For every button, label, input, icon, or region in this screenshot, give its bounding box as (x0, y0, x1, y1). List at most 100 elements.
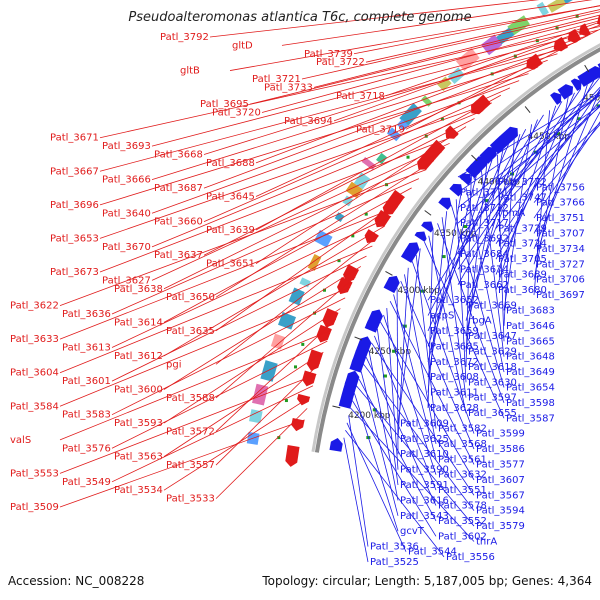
reverse-label-leader (427, 211, 448, 393)
reverse-label-leader (374, 335, 437, 491)
reverse-label-leader (363, 364, 475, 511)
forward-gene-label: Patl_3693 (102, 141, 151, 152)
reverse-gene-label: Patl_3618 (468, 362, 517, 373)
reverse-gene-label: Patl_3525 (370, 557, 419, 568)
reverse-label-leader (389, 301, 475, 465)
reverse-label-leader (497, 154, 505, 342)
reverse-gene-label: Patl_3672 (430, 357, 479, 368)
reverse-gene (557, 84, 574, 100)
reverse-label-leader (386, 308, 399, 470)
reverse-gene-label: Patl_3594 (476, 506, 525, 517)
reverse-gene (414, 231, 427, 242)
forward-label-leader (99, 134, 458, 273)
forward-gene-label: Patl_3534 (114, 485, 163, 496)
reverse-gene-label: Patl_3766 (536, 198, 585, 209)
forward-label-leader (111, 297, 346, 416)
cog-feature (270, 333, 286, 350)
forward-gene (285, 445, 300, 467)
forward-gene-label: Patl_3612 (114, 351, 163, 362)
forward-gene-label: Patl_3613 (62, 343, 111, 354)
reverse-label-leader (356, 385, 475, 527)
forward-gene-label: pgi (166, 359, 181, 370)
reverse-gene-label: Patl_3697 (536, 290, 585, 301)
marker-dot (441, 255, 446, 259)
reverse-gene-label: Patl_3590 (400, 465, 449, 476)
reverse-gene-label: Patl_3578 (438, 501, 487, 512)
forward-label-leader (151, 53, 558, 181)
forward-label-leader (261, 20, 600, 113)
reverse-gene (465, 163, 481, 179)
reverse-label-leader (397, 267, 409, 439)
marker-dot (575, 14, 579, 18)
marker-dot (301, 342, 305, 346)
cog-feature (278, 312, 297, 330)
reverse-gene (383, 275, 400, 294)
reverse-label-leader (495, 105, 557, 291)
forward-label-leader (333, 24, 600, 122)
forward-label-leader (229, 5, 600, 71)
marker-dot (372, 408, 377, 412)
forward-gene-label: Patl_3572 (166, 426, 215, 437)
reverse-label-leader (465, 149, 504, 337)
marker-dot (382, 374, 387, 378)
forward-label-leader (99, 102, 493, 239)
forward-gene-label: Patl_3722 (316, 57, 365, 68)
forward-gene-label: Patl_3670 (102, 242, 151, 253)
forward-gene-label: Patl_3653 (50, 233, 99, 244)
forward-label-leader (111, 255, 367, 382)
reverse-label-leader (457, 92, 600, 224)
forward-label-leader (151, 142, 450, 281)
forward-gene-label: gltB (180, 66, 200, 77)
ruler-tick-label: 4500 kbp (583, 94, 600, 104)
reverse-gene-label: Patl_3648 (506, 352, 555, 363)
reverse-gene-label: Patl_3674 (460, 264, 509, 275)
forward-gene-label: Patl_3637 (154, 250, 203, 261)
backbone-shadow (311, 43, 600, 453)
ruler-tick (584, 64, 590, 73)
forward-gene-label: Patl_3651 (206, 259, 255, 270)
forward-gene-label: Patl_3696 (50, 200, 99, 211)
reverse-gene-label: Patl_3652 (430, 295, 479, 306)
forward-label-leader (215, 319, 337, 432)
reverse-label-leader (457, 86, 600, 239)
forward-gene (322, 308, 339, 328)
marker-dot (576, 117, 581, 121)
forward-gene-label: Patl_3583 (62, 410, 111, 421)
forward-label-leader (255, 66, 539, 197)
reverse-gene-label: rbgA (468, 316, 492, 327)
marker-dot (337, 259, 341, 263)
reverse-gene-label: Patl_3717 (460, 218, 509, 229)
forward-gene-label: Patl_3667 (50, 166, 99, 177)
forward-gene-label: Patl_3666 (102, 175, 151, 186)
marker-dot (277, 436, 281, 440)
reverse-label-leader (533, 122, 600, 188)
forward-gene (291, 417, 305, 432)
reverse-gene (570, 78, 582, 91)
reverse-gene-label: Patl_3751 (536, 213, 585, 224)
reverse-label-leader (495, 88, 600, 244)
forward-gene-label: Patl_3533 (166, 494, 215, 505)
forward-label-leader (215, 235, 379, 365)
reverse-label-leader (352, 400, 437, 537)
reverse-gene-label: Patl_3724 (498, 239, 547, 250)
forward-label-leader (203, 87, 511, 223)
forward-label-leader (151, 80, 520, 214)
reverse-gene-label: Patl_3607 (476, 475, 525, 486)
reverse-gene-label: Patl_3567 (476, 490, 525, 501)
forward-label-leader (215, 196, 405, 332)
reverse-gene-labels: dgtPatl_3772Patl_3756Patl_3771Patl_3747P… (343, 76, 600, 568)
reverse-gene (459, 173, 472, 186)
reverse-label-leader (371, 342, 475, 496)
forward-label-leader (281, 0, 593, 46)
reverse-gene (449, 183, 463, 197)
forward-gene-label: valS (10, 435, 31, 446)
reverse-label-leader (400, 280, 475, 450)
forward-gene-label: Patl_3576 (62, 443, 111, 454)
forward-gene-label: Patl_3695 (200, 99, 249, 110)
forward-gene-label: Patl_3721 (252, 74, 301, 85)
reverse-gene (421, 221, 434, 233)
forward-gene-label: Patl_3509 (10, 502, 59, 513)
forward-label-leader (163, 351, 324, 457)
